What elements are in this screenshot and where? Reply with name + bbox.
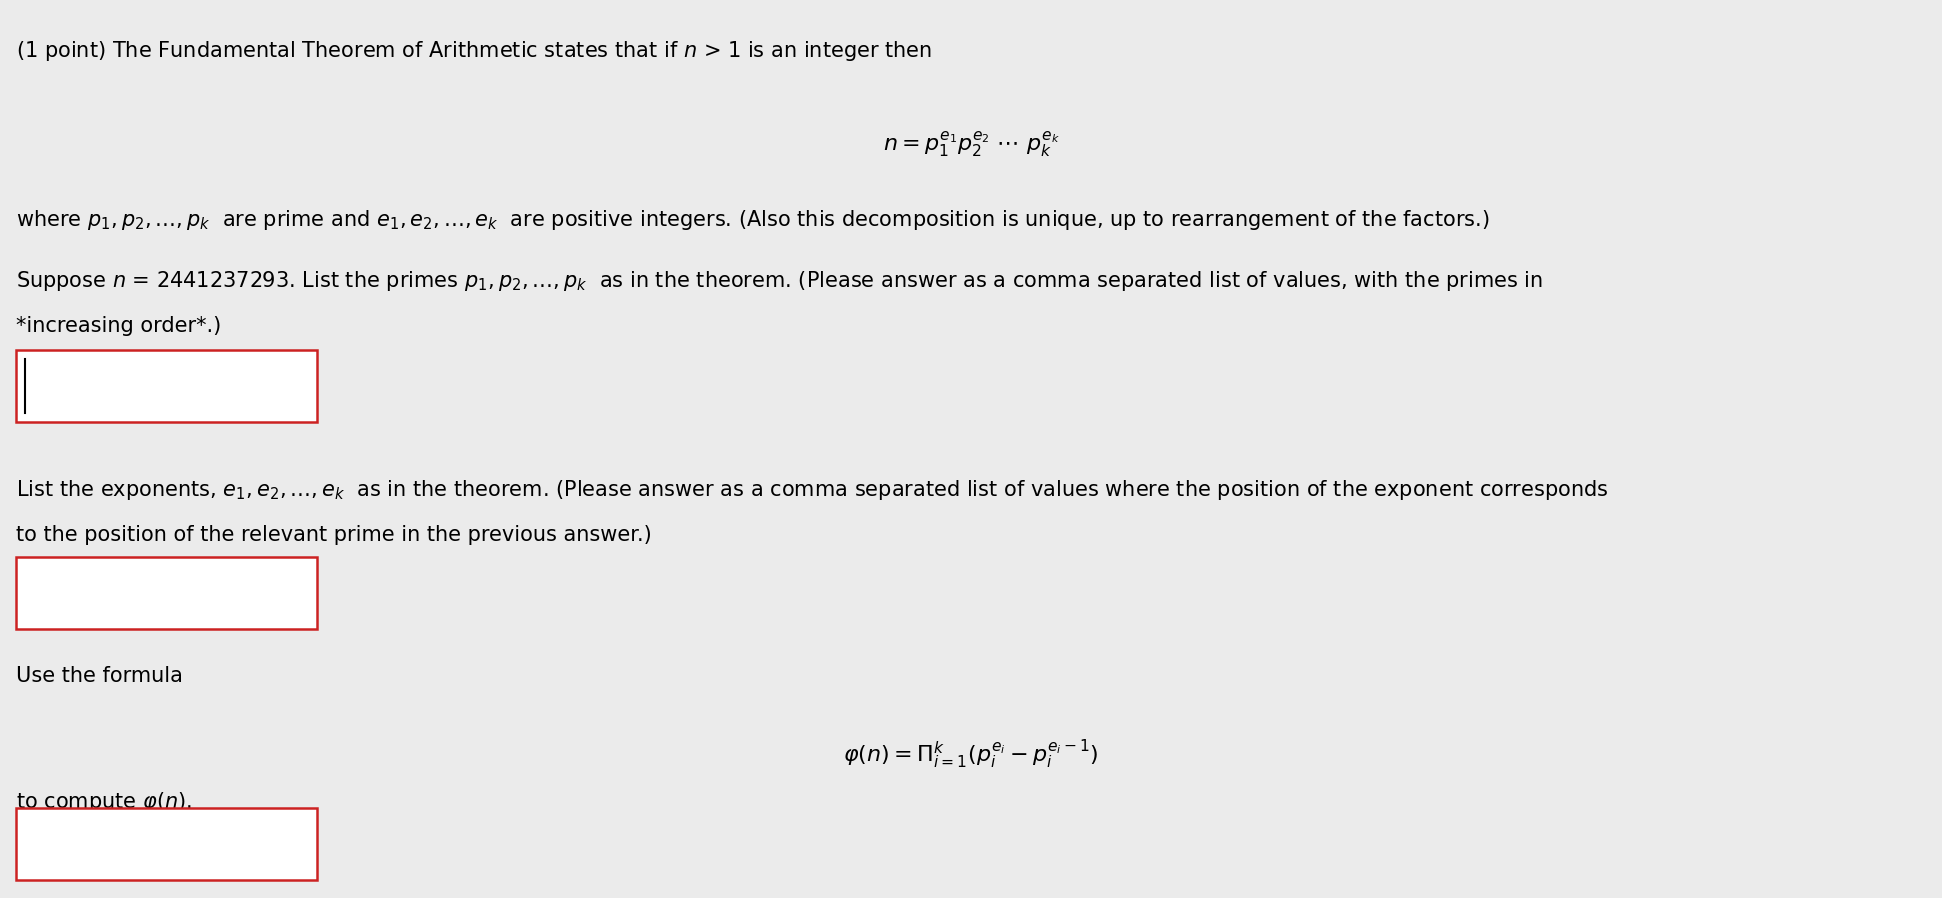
Text: Use the formula: Use the formula (16, 666, 183, 686)
Text: Suppose $n$ = 2441237293. List the primes $p_1, p_2, \ldots, p_k$  as in the the: Suppose $n$ = 2441237293. List the prime… (16, 269, 1542, 294)
FancyBboxPatch shape (16, 808, 317, 880)
Text: $n = p_1^{e_1} p_2^{e_2}\ \cdots\ p_k^{e_k}$: $n = p_1^{e_1} p_2^{e_2}\ \cdots\ p_k^{e… (882, 130, 1060, 161)
Text: to compute $\varphi(n)$.: to compute $\varphi(n)$. (16, 790, 192, 814)
Text: $\varphi(n) = \Pi_{i=1}^{k}(p_i^{e_i} - p_i^{e_i-1})$: $\varphi(n) = \Pi_{i=1}^{k}(p_i^{e_i} - … (843, 738, 1099, 771)
Text: where $p_1, p_2, \ldots, p_k$  are prime and $e_1, e_2, \ldots, e_k$  are positi: where $p_1, p_2, \ldots, p_k$ are prime … (16, 208, 1490, 233)
FancyBboxPatch shape (16, 350, 317, 422)
Text: to the position of the relevant prime in the previous answer.): to the position of the relevant prime in… (16, 525, 651, 545)
FancyBboxPatch shape (16, 557, 317, 629)
Text: *increasing order*.): *increasing order*.) (16, 316, 221, 336)
Text: (1 point) The Fundamental Theorem of Arithmetic states that if $n$ > 1 is an int: (1 point) The Fundamental Theorem of Ari… (16, 39, 932, 63)
Text: List the exponents, $e_1, e_2, \ldots, e_k$  as in the theorem. (Please answer a: List the exponents, $e_1, e_2, \ldots, e… (16, 478, 1608, 502)
